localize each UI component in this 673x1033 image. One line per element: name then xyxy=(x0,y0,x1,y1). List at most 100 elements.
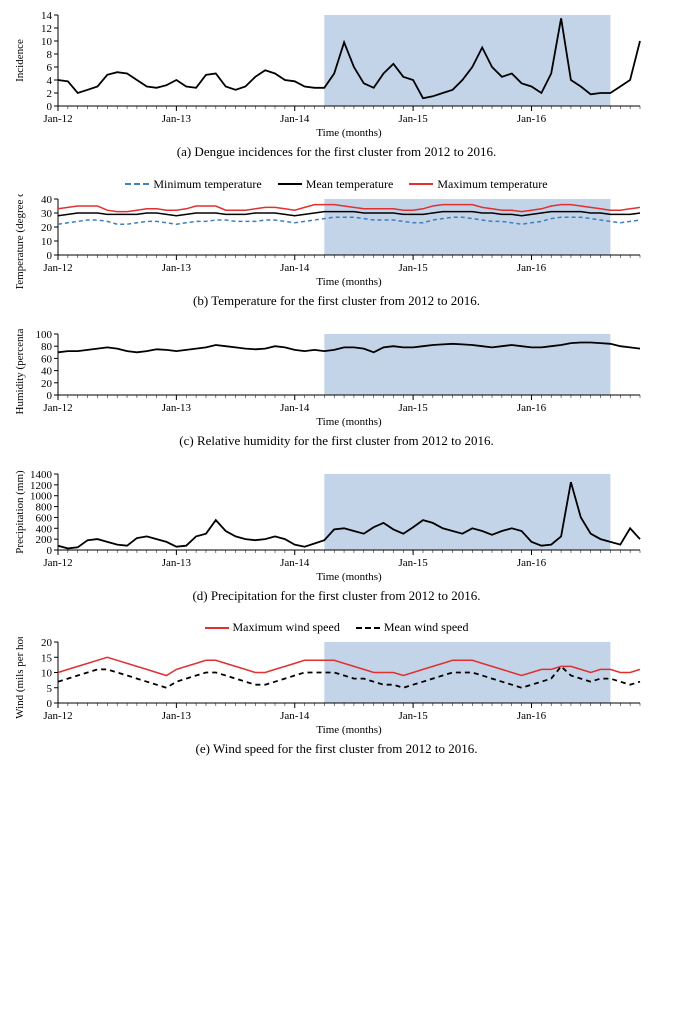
x-tick-label: Jan-16 xyxy=(517,262,547,274)
x-tick-label: Jan-12 xyxy=(43,262,72,274)
panel-c: 020406080100Jan-12Jan-13Jan-14Jan-15Jan-… xyxy=(10,323,663,449)
x-tick-label: Jan-14 xyxy=(280,262,310,274)
legend-swatch xyxy=(409,183,433,185)
x-axis-label: Time (months) xyxy=(316,127,382,139)
chart-b: 0 10 20 30 40 Jan-12 Jan-13 Jan-14 Jan-15 Jan-16 T… xyxy=(10,194,650,289)
x-tick-label: Jan-13 xyxy=(162,710,192,722)
legend-item: Mean temperature xyxy=(278,177,394,192)
y-tick-label: 1400 xyxy=(30,469,53,481)
y-tick-label: 6 xyxy=(47,62,53,74)
legend-label: Mean wind speed xyxy=(384,620,469,635)
y-tick-label: 1000 xyxy=(30,490,53,502)
caption-b: (b) Temperature for the first cluster fr… xyxy=(10,293,663,309)
y-tick-label: 10 xyxy=(41,236,53,248)
y-tick-label: 10 xyxy=(41,668,53,680)
panel-a: 02468101214 Jan-12 Jan-13 Jan-14 Jan-15 Jan-1… xyxy=(10,10,663,160)
legend-item: Maximum wind speed xyxy=(205,620,340,635)
x-tick-label: Jan-16 xyxy=(517,710,547,722)
y-tick-label: 20 xyxy=(41,377,53,389)
y-axis-label: Humidity (percentage) xyxy=(14,329,26,414)
caption-c: (c) Relative humidity for the first clus… xyxy=(10,433,663,449)
y-tick-label: 0 xyxy=(47,698,53,710)
x-tick-label: Jan-12 xyxy=(43,113,72,125)
x-axis-label: Time (months) xyxy=(316,724,382,736)
y-axis-label: Precipitation (mm) xyxy=(14,469,26,553)
legend-item: Maximum temperature xyxy=(409,177,547,192)
y-tick-label: 600 xyxy=(36,512,53,524)
caption-d: (d) Precipitation for the first cluster … xyxy=(10,588,663,604)
legend-item: Minimum temperature xyxy=(125,177,261,192)
y-axis-label: Incidence xyxy=(14,39,26,82)
y-tick-label: 4 xyxy=(47,75,53,87)
y-tick-label: 15 xyxy=(41,652,53,664)
x-tick-label: Jan-12 xyxy=(43,557,72,569)
x-tick-label: Jan-13 xyxy=(162,557,192,569)
x-tick-label: Jan-14 xyxy=(280,402,310,414)
x-tick-label: Jan-15 xyxy=(398,557,428,569)
shade-region xyxy=(324,199,610,255)
panel-e: Maximum wind speed Mean wind speed 0 5 10 15 2… xyxy=(10,618,663,758)
x-tick-label: Jan-13 xyxy=(162,402,192,414)
y-tick-label: 14 xyxy=(41,10,53,22)
legend-swatch xyxy=(205,627,229,629)
y-tick-label: 800 xyxy=(36,501,53,513)
y-tick-label: 20 xyxy=(41,637,53,649)
chart-e: 0 5 10 15 20 Jan-12 Jan-13 Jan-14 Jan-15 Jan-16 Ti… xyxy=(10,637,650,737)
panel-d: 0200400600800100012001400 Jan-12 Jan-13 Jan… xyxy=(10,463,663,604)
y-axis-label: Temperature (degree celsius) xyxy=(14,194,26,289)
shade-region xyxy=(324,474,610,550)
x-axis-label: Time (months) xyxy=(316,276,382,288)
x-tick-label: Jan-16 xyxy=(517,402,547,414)
x-tick-label: Jan-13 xyxy=(162,262,192,274)
y-tick-label: 10 xyxy=(41,36,53,48)
chart-c: 020406080100Jan-12Jan-13Jan-14Jan-15Jan-… xyxy=(10,329,650,429)
y-tick-label: 80 xyxy=(41,341,53,353)
y-tick-label: 2 xyxy=(47,88,53,100)
x-tick-label: Jan-15 xyxy=(398,113,428,125)
y-tick-label: 20 xyxy=(41,222,53,234)
chart-d: 0200400600800100012001400 Jan-12 Jan-13 Jan… xyxy=(10,469,650,584)
x-tick-label: Jan-16 xyxy=(517,113,547,125)
caption-a: (a) Dengue incidences for the first clus… xyxy=(10,144,663,160)
x-tick-label: Jan-15 xyxy=(398,402,428,414)
y-tick-label: 5 xyxy=(47,683,53,695)
y-tick-label: 100 xyxy=(36,329,53,341)
panel-b: Minimum temperature Mean temperature Maxim… xyxy=(10,174,663,309)
legend-e: Maximum wind speed Mean wind speed xyxy=(10,618,663,636)
y-axis-label: Wind (mils per hour) xyxy=(14,637,26,719)
x-tick-label: Jan-14 xyxy=(280,557,310,569)
x-tick-label: Jan-15 xyxy=(398,262,428,274)
y-tick-label: 200 xyxy=(36,534,53,546)
x-tick-label: Jan-12 xyxy=(43,402,72,414)
y-tick-label: 1200 xyxy=(30,479,53,491)
legend-item: Mean wind speed xyxy=(356,620,469,635)
x-tick-label: Jan-13 xyxy=(162,113,192,125)
y-tick-label: 40 xyxy=(41,365,53,377)
caption-e: (e) Wind speed for the first cluster fro… xyxy=(10,741,663,757)
y-tick-label: 40 xyxy=(41,194,53,206)
legend-label: Minimum temperature xyxy=(153,177,261,192)
x-tick-label: Jan-16 xyxy=(517,557,547,569)
chart-a: 02468101214 Jan-12 Jan-13 Jan-14 Jan-15 Jan-1… xyxy=(10,10,650,140)
legend-label: Maximum temperature xyxy=(437,177,547,192)
x-tick-label: Jan-14 xyxy=(280,710,310,722)
legend-label: Maximum wind speed xyxy=(233,620,340,635)
legend-swatch xyxy=(125,183,149,185)
y-tick-label: 12 xyxy=(41,23,52,35)
y-tick-label: 0 xyxy=(47,390,53,402)
legend-swatch xyxy=(356,627,380,629)
y-tick-label: 0 xyxy=(47,101,53,113)
x-axis-label: Time (months) xyxy=(316,571,382,583)
x-axis-label: Time (months) xyxy=(316,416,382,428)
legend-swatch xyxy=(278,183,302,185)
legend-b: Minimum temperature Mean temperature Maxim… xyxy=(10,174,663,192)
x-tick-label: Jan-14 xyxy=(280,113,310,125)
y-tick-label: 0 xyxy=(47,545,53,557)
y-tick-label: 30 xyxy=(41,208,53,220)
y-tick-label: 400 xyxy=(36,523,53,535)
y-tick-label: 0 xyxy=(47,250,53,262)
x-tick-label: Jan-12 xyxy=(43,710,72,722)
x-tick-label: Jan-15 xyxy=(398,710,428,722)
legend-label: Mean temperature xyxy=(306,177,394,192)
y-tick-label: 8 xyxy=(47,49,53,61)
